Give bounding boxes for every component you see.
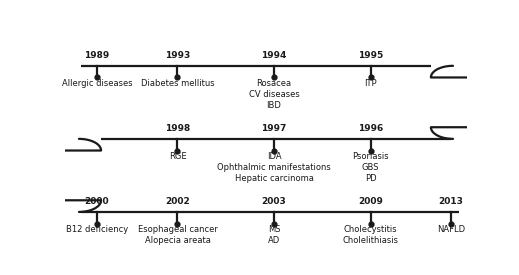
Text: NAFLD: NAFLD xyxy=(437,225,465,234)
Text: RGE: RGE xyxy=(169,152,186,161)
Text: 1997: 1997 xyxy=(262,124,286,133)
Text: 1989: 1989 xyxy=(85,51,110,60)
Text: 1993: 1993 xyxy=(165,51,190,60)
Text: ITP: ITP xyxy=(364,79,377,88)
Text: 1998: 1998 xyxy=(165,124,190,133)
Text: IDA
Ophthalmic manifestations
Hepatic carcinoma: IDA Ophthalmic manifestations Hepatic ca… xyxy=(217,152,331,183)
Text: Esophageal cancer
Alopecia areata: Esophageal cancer Alopecia areata xyxy=(138,225,217,245)
Text: 1995: 1995 xyxy=(358,51,383,60)
Text: Diabetes mellitus: Diabetes mellitus xyxy=(141,79,214,88)
Text: MS
AD: MS AD xyxy=(268,225,280,245)
Text: 1996: 1996 xyxy=(358,124,383,133)
Text: Allergic diseases: Allergic diseases xyxy=(62,79,132,88)
Text: 1994: 1994 xyxy=(262,51,286,60)
Text: B12 deficiency: B12 deficiency xyxy=(66,225,128,234)
Text: Psoriasis
GBS
PD: Psoriasis GBS PD xyxy=(352,152,389,183)
Text: Rosacea
CV diseases
IBD: Rosacea CV diseases IBD xyxy=(249,79,299,110)
Text: Cholecystitis
Cholelithiasis: Cholecystitis Cholelithiasis xyxy=(343,225,399,245)
Text: 2003: 2003 xyxy=(262,197,286,206)
Text: 2013: 2013 xyxy=(439,197,463,206)
Text: 2002: 2002 xyxy=(165,197,190,206)
Text: 2000: 2000 xyxy=(85,197,110,206)
Text: 2009: 2009 xyxy=(358,197,383,206)
